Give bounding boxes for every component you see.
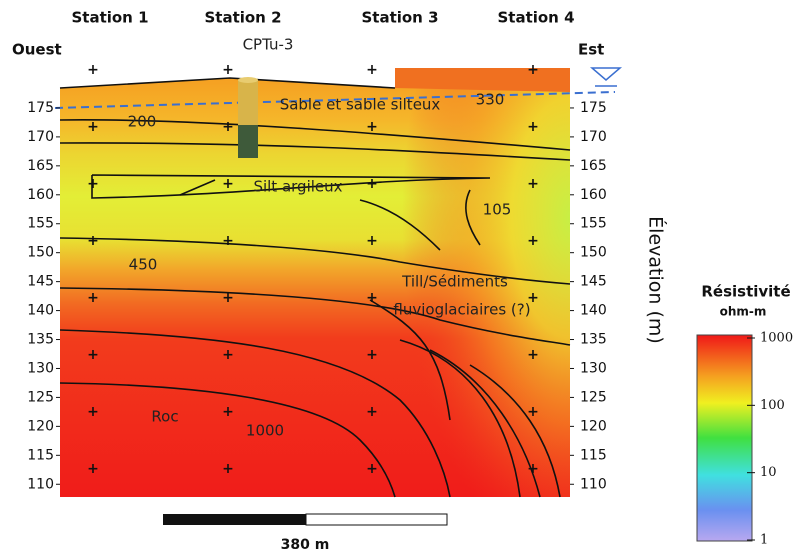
electrode-marker: + xyxy=(222,119,234,135)
station-label: Station 3 xyxy=(361,9,438,27)
y-tick-label: 140 xyxy=(27,303,54,319)
electrode-marker: + xyxy=(222,62,234,78)
borehole xyxy=(238,77,258,158)
y-tick-label: 110 xyxy=(580,476,607,492)
y-tick-label: 145 xyxy=(580,274,607,290)
y-tick-label: 125 xyxy=(27,389,54,405)
contour-label: 330 xyxy=(476,91,505,109)
y-tick-label: 150 xyxy=(580,245,607,261)
colorbar-tick-label: 1 xyxy=(760,533,768,548)
electrode-marker: + xyxy=(366,176,378,192)
colorbar-unit: ohm-m xyxy=(720,305,767,319)
y-tick-label: 110 xyxy=(27,476,54,492)
electrode-marker: + xyxy=(527,233,539,249)
surface-block xyxy=(395,68,570,92)
contour-label: 200 xyxy=(128,113,157,131)
y-tick-label: 155 xyxy=(27,216,54,232)
electrode-marker: + xyxy=(87,62,99,78)
y-tick-label: 125 xyxy=(580,389,607,405)
annotation: Till/Sédiments xyxy=(401,273,508,291)
colorbar-tick-label: 10 xyxy=(760,465,777,480)
electrode-marker: + xyxy=(366,119,378,135)
colorbar-title: Résistivité xyxy=(701,283,790,301)
electrode-marker: + xyxy=(527,404,539,420)
electrode-marker: + xyxy=(87,176,99,192)
electrode-marker: + xyxy=(527,62,539,78)
water-table xyxy=(54,91,616,109)
electrode-marker: + xyxy=(527,347,539,363)
y-tick-label: 135 xyxy=(27,332,54,348)
electrode-marker: + xyxy=(527,290,539,306)
y-tick-label: 165 xyxy=(580,158,607,174)
electrode-marker: + xyxy=(222,461,234,477)
y-tick-label: 160 xyxy=(580,187,607,203)
annotation: Roc xyxy=(151,408,178,426)
west-label: Ouest xyxy=(12,41,62,59)
y-tick-label: 165 xyxy=(27,158,54,174)
electrode-marker: + xyxy=(87,233,99,249)
y-tick-label: 115 xyxy=(580,447,607,463)
y-tick-label: 170 xyxy=(27,129,54,145)
electrode-marker: + xyxy=(366,62,378,78)
electrode-marker: + xyxy=(87,461,99,477)
east-label: Est xyxy=(578,41,604,59)
y-tick-label: 160 xyxy=(27,187,54,203)
station-label: Station 1 xyxy=(71,9,148,27)
electrode-marker: + xyxy=(527,176,539,192)
colorbar-tick-label: 1000 xyxy=(760,331,793,346)
y-tick-label: 140 xyxy=(580,303,607,319)
y-tick-label: 175 xyxy=(580,100,607,116)
electrode-marker: + xyxy=(87,404,99,420)
y-axis-title: Élevation (m) xyxy=(645,216,668,344)
contours xyxy=(59,77,571,498)
annotation: Sable et sable silteux xyxy=(280,96,441,114)
annotation: fluvioglaciaires (?) xyxy=(393,301,530,319)
electrode-marker: + xyxy=(366,461,378,477)
electrode-marker: + xyxy=(222,176,234,192)
section-shading xyxy=(360,68,570,497)
y-tick-label: 145 xyxy=(27,274,54,290)
y-tick-label: 175 xyxy=(27,100,54,116)
contour-label: 105 xyxy=(483,201,512,219)
electrode-marker: + xyxy=(87,290,99,306)
contour-label: 450 xyxy=(129,256,158,274)
y-tick-label: 135 xyxy=(580,332,607,348)
electrode-marker: + xyxy=(366,290,378,306)
station-label: Station 4 xyxy=(497,9,574,27)
y-tick-label: 170 xyxy=(580,129,607,145)
colorbar-tick-label: 100 xyxy=(760,398,785,413)
section xyxy=(54,67,623,498)
borehole-label: CPTu-3 xyxy=(243,36,294,54)
electrode-marker: + xyxy=(222,404,234,420)
y-tick-label: 130 xyxy=(580,360,607,376)
y-tick-label: 130 xyxy=(27,360,54,376)
station-label: Station 2 xyxy=(204,9,281,27)
y-tick-label: 120 xyxy=(580,418,607,434)
electrode-marker: + xyxy=(527,461,539,477)
annotation: Silt argileux xyxy=(253,178,342,196)
scale-bar-label: 380 m xyxy=(281,537,330,553)
y-tick-label: 115 xyxy=(27,447,54,463)
electrode-marker: + xyxy=(366,233,378,249)
scale-bar xyxy=(305,513,448,526)
scale-bar xyxy=(163,514,306,525)
y-tick-label: 150 xyxy=(27,245,54,261)
contour-label: 1000 xyxy=(246,422,284,440)
y-tick-label: 120 xyxy=(27,418,54,434)
colorbar xyxy=(696,334,753,542)
electrode-marker: + xyxy=(222,233,234,249)
electrode-marker: + xyxy=(366,404,378,420)
electrode-marker: + xyxy=(87,119,99,135)
electrode-marker: + xyxy=(527,119,539,135)
electrode-marker: + xyxy=(222,290,234,306)
electrode-marker: + xyxy=(366,347,378,363)
electrode-marker: + xyxy=(222,347,234,363)
y-tick-label: 155 xyxy=(580,216,607,232)
water-symbol xyxy=(589,67,623,81)
electrode-marker: + xyxy=(87,347,99,363)
